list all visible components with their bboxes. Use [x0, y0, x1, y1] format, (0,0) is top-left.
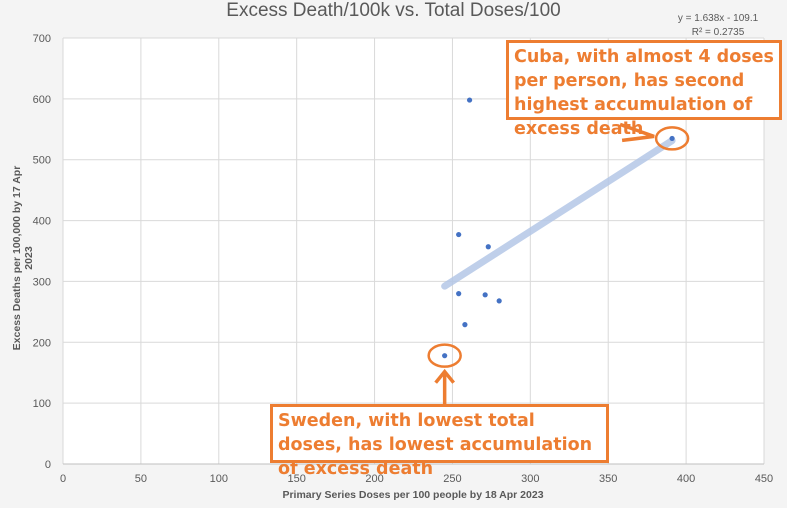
y-tick-label: 400	[33, 216, 51, 228]
x-tick-label: 350	[599, 473, 617, 485]
x-tick-label: 400	[677, 473, 695, 485]
x-tick-label: 100	[210, 473, 228, 485]
highlight-cuba	[654, 126, 690, 151]
data-point	[485, 244, 491, 250]
x-tick-label: 150	[287, 473, 305, 485]
arrow-cuba	[619, 122, 655, 143]
highlight-sweden	[427, 343, 462, 368]
x-tick-label: 250	[443, 473, 461, 485]
y-tick-label: 200	[33, 337, 51, 349]
data-point	[462, 322, 468, 328]
trendline-equation: y = 1.638x - 109.1	[677, 13, 759, 24]
data-point	[456, 291, 462, 297]
chart-title: Excess Death/100k vs. Total Doses/100	[226, 0, 561, 21]
arrow-sweden-head	[434, 368, 456, 384]
annotation-sweden: Sweden, with lowest total doses, has low…	[270, 404, 609, 479]
x-tick-label: 0	[60, 473, 66, 485]
trendline	[441, 137, 676, 290]
data-point	[669, 135, 675, 142]
y-tick-label: 600	[33, 94, 51, 106]
annotation-cuba: Cuba, with almost 4 doses per person, ha…	[506, 40, 782, 139]
y-axis-label: Excess Deaths per 100,000 by 17 Apr 2023	[11, 165, 35, 351]
trendline-equation-box: y = 1.638x - 109.1 R² = 0.2735	[650, 12, 786, 40]
x-tick-label: 200	[365, 473, 383, 485]
y-tick-label: 100	[33, 398, 51, 410]
y-tick-label: 0	[45, 459, 51, 471]
y-tick-label: 300	[33, 276, 51, 288]
data-point	[442, 353, 448, 359]
data-point	[466, 97, 473, 103]
x-axis-label: Primary Series Doses per 100 people by 1…	[282, 489, 544, 501]
data-point	[482, 292, 488, 298]
y-tick-label: 500	[33, 155, 51, 167]
trendline-r-squared: R² = 0.2735	[691, 27, 745, 38]
x-tick-label: 300	[521, 473, 539, 485]
y-tick-label: 700	[33, 33, 51, 45]
x-tick-label: 50	[135, 473, 147, 485]
data-point	[456, 231, 462, 238]
data-point	[496, 298, 502, 304]
x-tick-label: 450	[755, 473, 773, 485]
